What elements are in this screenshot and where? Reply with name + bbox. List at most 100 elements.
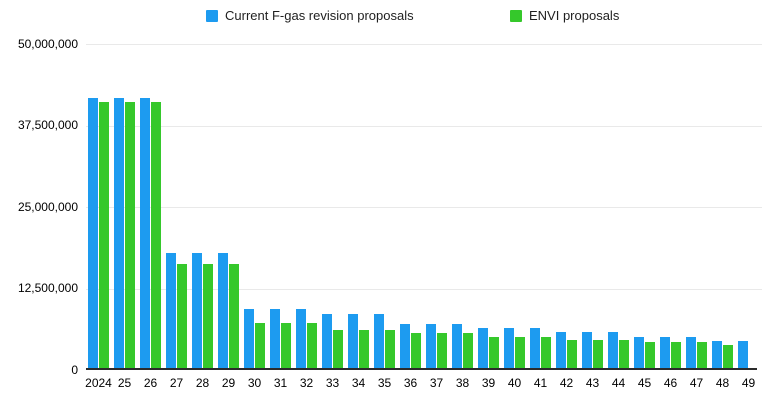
- bar-group-48: 48: [712, 44, 733, 390]
- bar-current-38: [452, 323, 462, 368]
- bar-envi-45: [645, 342, 655, 368]
- bars-container: 2024 25 26 27 28 29 30 31 32 33 34 35 36 37 38 39 40 41 42…: [85, 44, 759, 390]
- bar-group-25: 25: [114, 44, 135, 390]
- bar-group-34: 34: [348, 44, 369, 390]
- gridline: [86, 207, 762, 208]
- bar-current-28: [192, 253, 202, 368]
- bar-current-2024: [88, 97, 98, 368]
- bar-group-26: 26: [140, 44, 161, 390]
- bar-current-35: [374, 313, 384, 368]
- x-axis-label-42: 42: [559, 376, 574, 390]
- x-axis-label-47: 47: [689, 376, 704, 390]
- bar-group-38: 38: [452, 44, 473, 390]
- x-axis-label-44: 44: [611, 376, 626, 390]
- bar-group-28: 28: [192, 44, 213, 390]
- gridline: [86, 44, 762, 45]
- bar-envi-41: [541, 336, 551, 368]
- bar-envi-26: [151, 102, 161, 368]
- bar-current-26: [140, 97, 150, 368]
- bar-group-29: 29: [218, 44, 239, 390]
- x-axis-label-29: 29: [221, 376, 236, 390]
- bar-current-45: [634, 336, 644, 368]
- bar-current-47: [686, 336, 696, 368]
- legend-item-envi-proposals: ENVI proposals: [510, 8, 619, 23]
- y-axis-tick-label: 50,000,000: [17, 36, 78, 51]
- bar-group-37: 37: [426, 44, 447, 390]
- legend-swatch-blue-icon: [206, 9, 218, 22]
- x-axis-label-37: 37: [429, 376, 444, 390]
- bar-group-44: 44: [608, 44, 629, 390]
- bar-current-48: [712, 340, 722, 368]
- x-axis-label-39: 39: [481, 376, 496, 390]
- legend-label-envi-proposals: ENVI proposals: [529, 8, 620, 23]
- bar-group-32: 32: [296, 44, 317, 390]
- x-axis-label-40: 40: [507, 376, 522, 390]
- bar-current-49: [738, 340, 748, 368]
- bar-current-32: [296, 309, 306, 368]
- bar-group-36: 36: [400, 44, 421, 390]
- bar-envi-27: [177, 264, 187, 368]
- x-axis-label-48: 48: [715, 376, 730, 390]
- x-axis-label-2024: 2024: [85, 376, 112, 390]
- bar-current-37: [426, 323, 436, 368]
- x-axis-label-30: 30: [247, 376, 262, 390]
- bar-envi-48: [723, 345, 733, 368]
- bar-envi-25: [125, 102, 135, 368]
- bar-envi-2024: [99, 102, 109, 368]
- legend-swatch-green-icon: [510, 9, 522, 22]
- bar-current-44: [608, 332, 618, 368]
- x-axis-label-25: 25: [117, 376, 132, 390]
- y-axis-tick-label: 37,500,000: [17, 118, 78, 132]
- x-axis-label-27: 27: [169, 376, 184, 390]
- bar-group-35: 35: [374, 44, 395, 390]
- bar-envi-32: [307, 323, 317, 368]
- bar-current-33: [322, 313, 332, 368]
- bar-group-40: 40: [504, 44, 525, 390]
- bar-current-46: [660, 336, 670, 368]
- x-axis-label-45: 45: [637, 376, 652, 390]
- bar-current-30: [244, 309, 254, 368]
- bar-envi-31: [281, 323, 291, 368]
- x-axis-label-28: 28: [195, 376, 210, 390]
- gridline: [86, 125, 762, 127]
- x-axis-label-41: 41: [533, 376, 548, 390]
- bar-group-30: 30: [244, 44, 265, 390]
- bar-current-42: [556, 332, 566, 368]
- bar-current-31: [270, 309, 280, 368]
- bar-group-45: 45: [634, 44, 655, 390]
- y-axis-tick-label: 25,000,000: [17, 199, 78, 214]
- bar-group-46: 46: [660, 44, 681, 390]
- bar-current-41: [530, 328, 540, 368]
- x-axis-label-34: 34: [351, 376, 366, 390]
- bar-current-36: [400, 323, 410, 368]
- bar-envi-33: [333, 330, 343, 368]
- bar-envi-30: [255, 323, 265, 368]
- bar-envi-28: [203, 264, 213, 368]
- x-axis-label-49: 49: [741, 376, 756, 390]
- x-axis-label-32: 32: [299, 376, 314, 390]
- bar-group-47: 47: [686, 44, 707, 390]
- bar-envi-35: [385, 330, 395, 368]
- x-axis-line: [86, 368, 757, 370]
- x-axis-label-46: 46: [663, 376, 678, 390]
- bar-current-25: [114, 97, 124, 368]
- bar-group-49: 49: [738, 44, 759, 390]
- legend-item-current-proposals: Current F-gas revision proposals: [206, 8, 414, 23]
- x-axis-label-31: 31: [273, 376, 288, 390]
- bar-envi-42: [567, 339, 577, 368]
- x-axis-label-43: 43: [585, 376, 600, 390]
- bar-envi-38: [463, 333, 473, 368]
- x-axis-label-38: 38: [455, 376, 470, 390]
- bar-envi-43: [593, 339, 603, 368]
- bar-current-39: [478, 328, 488, 368]
- bar-group-27: 27: [166, 44, 187, 390]
- bar-current-34: [348, 313, 358, 368]
- bar-envi-29: [229, 264, 239, 368]
- bar-group-43: 43: [582, 44, 603, 390]
- bar-current-40: [504, 328, 514, 368]
- bar-group-2024: 2024: [85, 44, 112, 390]
- bar-group-39: 39: [478, 44, 499, 390]
- y-axis-tick-label: 0: [71, 362, 78, 377]
- x-axis-label-36: 36: [403, 376, 418, 390]
